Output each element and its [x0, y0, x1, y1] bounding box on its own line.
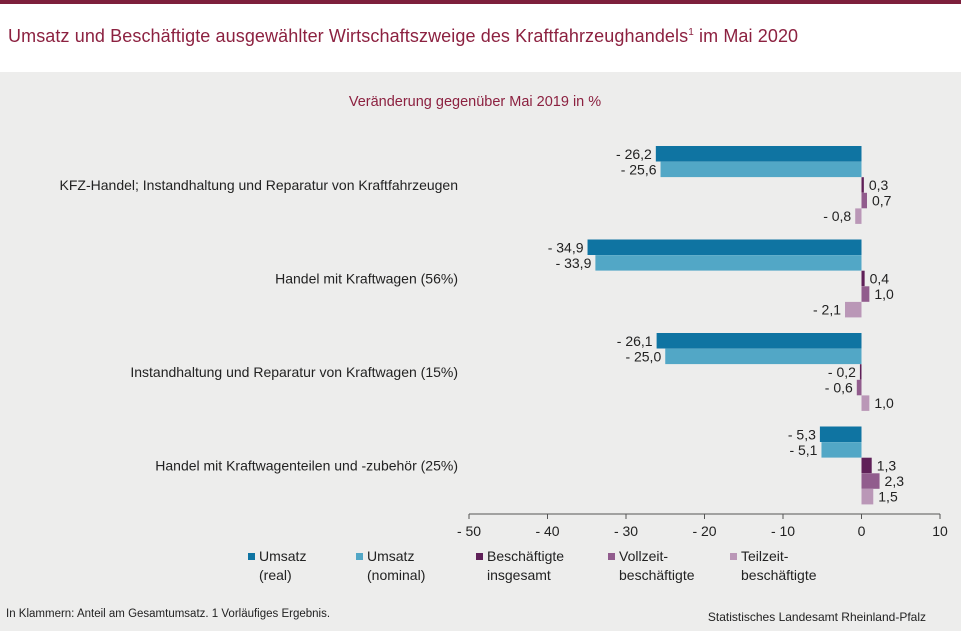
chart-subtitle: Veränderung gegenüber Mai 2019 in % — [349, 94, 601, 110]
data-label: - 25,0 — [625, 348, 661, 364]
bar — [821, 442, 862, 458]
x-tick-label: - 20 — [692, 523, 716, 539]
legend-swatch — [476, 553, 483, 560]
legend-swatch — [608, 553, 615, 560]
legend-swatch — [730, 553, 737, 560]
data-label: - 2,1 — [813, 302, 841, 318]
bar — [819, 426, 862, 442]
legend-label: beschäftigte — [619, 567, 695, 583]
bar — [861, 177, 864, 193]
bar — [861, 457, 872, 474]
legend-label: Beschäftigte — [487, 548, 564, 564]
bar — [861, 286, 870, 302]
data-label: 1,0 — [874, 286, 894, 302]
data-label: - 33,9 — [556, 255, 592, 271]
legend-label: Vollzeit- — [619, 548, 668, 564]
title-bar — [0, 4, 961, 72]
bar — [861, 192, 867, 209]
data-label: - 26,1 — [617, 333, 653, 349]
legend-label: Umsatz — [259, 548, 306, 564]
data-label: 1,0 — [874, 395, 894, 411]
bar-chart: Veränderung gegenüber Mai 2019 in % KFZ-H… — [60, 94, 948, 583]
top-accent-bar — [0, 0, 961, 4]
bar — [845, 301, 862, 318]
legend-label: insgesamt — [487, 567, 551, 583]
source-note: Statistisches Landesamt Rheinland-Pfalz — [707, 610, 926, 624]
data-label: - 0,8 — [823, 208, 851, 224]
data-label: - 26,2 — [616, 146, 652, 162]
page-title: Umsatz und Beschäftigte ausgewählter Wir… — [8, 26, 799, 46]
x-tick-label: - 10 — [771, 523, 795, 539]
bar — [861, 488, 874, 505]
x-tick-label: - 40 — [535, 523, 559, 539]
x-tick-label: - 30 — [614, 523, 638, 539]
bar — [855, 208, 862, 224]
bar — [587, 239, 862, 255]
bar — [861, 270, 865, 287]
category-label: Instandhaltung und Reparatur von Kraftwa… — [130, 364, 458, 380]
x-tick-label: - 50 — [457, 523, 481, 539]
bar — [595, 255, 862, 271]
bar — [655, 146, 862, 162]
data-label: 2,3 — [885, 473, 905, 489]
data-label: - 0,2 — [828, 364, 856, 380]
bar — [861, 395, 870, 411]
x-tick-label: 10 — [932, 523, 948, 539]
legend-label: (nominal) — [367, 567, 425, 583]
footnote: In Klammern: Anteil am Gesamtumsatz. 1 V… — [6, 608, 331, 620]
data-label: 1,5 — [878, 489, 898, 505]
bar — [861, 473, 880, 489]
legend-swatch — [248, 553, 255, 560]
category-label: KFZ-Handel; Instandhaltung und Reparatur… — [60, 177, 458, 193]
data-label: 1,3 — [877, 457, 897, 473]
legend-label: (real) — [259, 567, 292, 583]
data-label: - 5,3 — [788, 426, 816, 442]
bar — [856, 379, 862, 396]
bar — [660, 161, 862, 178]
category-label: Handel mit Kraftwagenteilen und -zubehör… — [155, 458, 458, 474]
data-label: 0,7 — [872, 193, 892, 209]
x-tick-label: 0 — [858, 523, 866, 539]
data-label: - 0,6 — [825, 380, 853, 396]
bar — [656, 333, 862, 349]
data-label: - 34,9 — [548, 239, 584, 255]
data-label: 0,3 — [869, 177, 889, 193]
legend-label: beschäftigte — [741, 567, 817, 583]
legend-swatch — [356, 553, 363, 560]
legend-label: Teilzeit- — [741, 548, 789, 564]
data-label: - 25,6 — [621, 161, 657, 177]
category-label: Handel mit Kraftwagen (56%) — [275, 271, 458, 287]
bar — [665, 348, 862, 365]
data-label: 0,4 — [870, 270, 890, 286]
bar — [859, 364, 862, 380]
legend-label: Umsatz — [367, 548, 414, 564]
data-label: - 5,1 — [789, 442, 817, 458]
